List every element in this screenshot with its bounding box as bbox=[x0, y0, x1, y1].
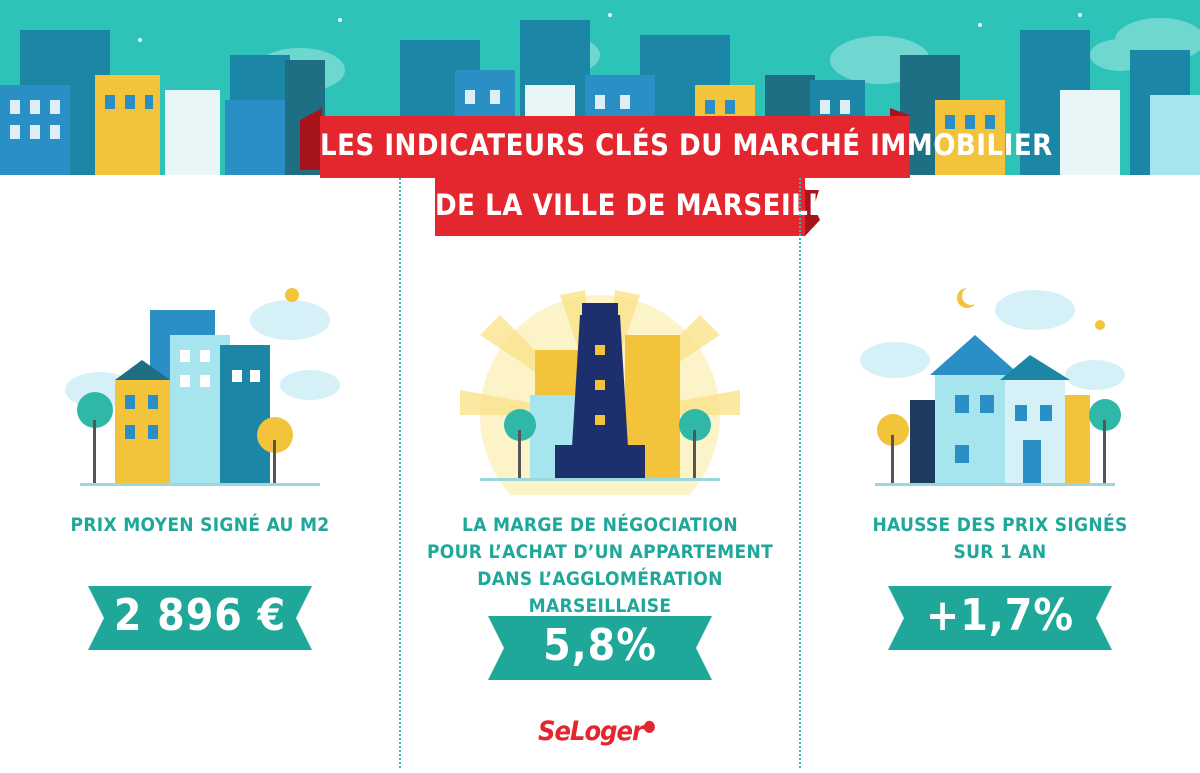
indicator-price-value: 2 896 € bbox=[113, 590, 287, 641]
indicator-negotiation-label: LA MARGE DE NÉGOCIATION POUR L’ACHAT D’U… bbox=[405, 512, 795, 620]
column-divider-right bbox=[799, 178, 801, 768]
indicator-negotiation-value: 5,8% bbox=[543, 620, 657, 671]
title-ribbon-line1-bg bbox=[320, 116, 910, 178]
ribbon-tail bbox=[805, 190, 819, 236]
lighthouse-illustration bbox=[460, 290, 740, 495]
seloger-logo-text: SeLoger bbox=[538, 716, 644, 747]
logo-dot-icon: ● bbox=[643, 716, 656, 735]
value-ribbon-price bbox=[88, 586, 312, 650]
indicator-price-label: PRIX MOYEN SIGNÉ AU M2 bbox=[70, 514, 330, 536]
indicator-growth-value: +1,7% bbox=[926, 590, 1074, 641]
title-line2: DE LA VILLE DE MARSEILLE bbox=[435, 188, 844, 222]
title-ribbon-line2-bg bbox=[435, 178, 805, 236]
value-ribbon-growth bbox=[888, 586, 1112, 650]
value-ribbon-negotiation bbox=[488, 616, 712, 680]
city-buildings-illustration bbox=[65, 288, 340, 486]
indicator-growth-label-line2: SUR 1 AN bbox=[953, 541, 1047, 563]
indicator-negotiation-label-line1: LA MARGE DE NÉGOCIATION bbox=[462, 514, 738, 536]
title-line1: LES INDICATEURS CLÉS DU MARCHÉ IMMOBILIE… bbox=[320, 128, 1053, 162]
seloger-logo: SeLoger● bbox=[538, 716, 656, 747]
indicator-negotiation-label-line3: DANS L’AGGLOMÉRATION MARSEILLAISE bbox=[477, 568, 723, 617]
ribbon-fold-right bbox=[890, 108, 912, 116]
column-divider-left bbox=[399, 178, 401, 768]
indicator-growth-label: HAUSSE DES PRIX SIGNÉS SUR 1 AN bbox=[840, 512, 1160, 566]
indicator-growth-label-line1: HAUSSE DES PRIX SIGNÉS bbox=[872, 514, 1128, 536]
house-illustration bbox=[860, 288, 1125, 486]
indicator-negotiation-label-line2: POUR L’ACHAT D’UN APPARTEMENT bbox=[426, 541, 774, 563]
